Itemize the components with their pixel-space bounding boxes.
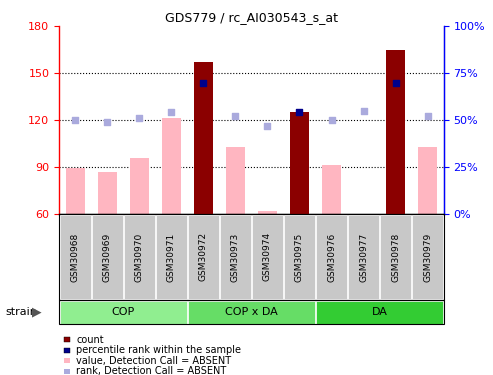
Text: value, Detection Call = ABSENT: value, Detection Call = ABSENT [76, 356, 232, 366]
Text: GSM30978: GSM30978 [391, 232, 400, 282]
Point [167, 110, 176, 116]
Bar [130, 158, 149, 214]
Point [135, 115, 143, 121]
Text: GSM30968: GSM30968 [70, 232, 80, 282]
Point [423, 113, 432, 119]
Text: GSM30973: GSM30973 [231, 232, 240, 282]
Text: count: count [76, 335, 104, 345]
Bar [226, 147, 245, 214]
Point [391, 80, 399, 86]
Text: GSM30974: GSM30974 [263, 232, 272, 281]
Text: GSM30975: GSM30975 [295, 232, 304, 282]
Bar [66, 168, 85, 214]
Text: GSM30976: GSM30976 [327, 232, 336, 282]
Bar [162, 118, 181, 214]
Text: COP x DA: COP x DA [225, 307, 278, 317]
Text: strain: strain [5, 307, 37, 317]
Title: GDS779 / rc_AI030543_s_at: GDS779 / rc_AI030543_s_at [165, 11, 338, 24]
Point [231, 113, 239, 119]
Bar [418, 147, 437, 214]
Bar [194, 62, 213, 214]
Point [327, 117, 335, 123]
Bar [290, 112, 309, 214]
Text: COP: COP [111, 307, 135, 317]
Text: GSM30969: GSM30969 [103, 232, 112, 282]
Point [263, 123, 271, 129]
Text: percentile rank within the sample: percentile rank within the sample [76, 345, 242, 355]
Text: ▶: ▶ [32, 306, 42, 319]
Point [359, 108, 367, 114]
Point [295, 110, 303, 116]
Point [103, 119, 111, 125]
Text: rank, Detection Call = ABSENT: rank, Detection Call = ABSENT [76, 366, 227, 375]
Bar [322, 165, 341, 214]
Text: DA: DA [372, 307, 387, 317]
Text: GSM30971: GSM30971 [167, 232, 176, 282]
Text: GSM30970: GSM30970 [135, 232, 144, 282]
Bar [386, 50, 405, 214]
Text: GSM30979: GSM30979 [423, 232, 432, 282]
Point [199, 80, 207, 86]
Bar [98, 172, 117, 214]
Text: GSM30977: GSM30977 [359, 232, 368, 282]
Point [71, 117, 79, 123]
Bar [258, 211, 277, 214]
Text: GSM30972: GSM30972 [199, 232, 208, 281]
